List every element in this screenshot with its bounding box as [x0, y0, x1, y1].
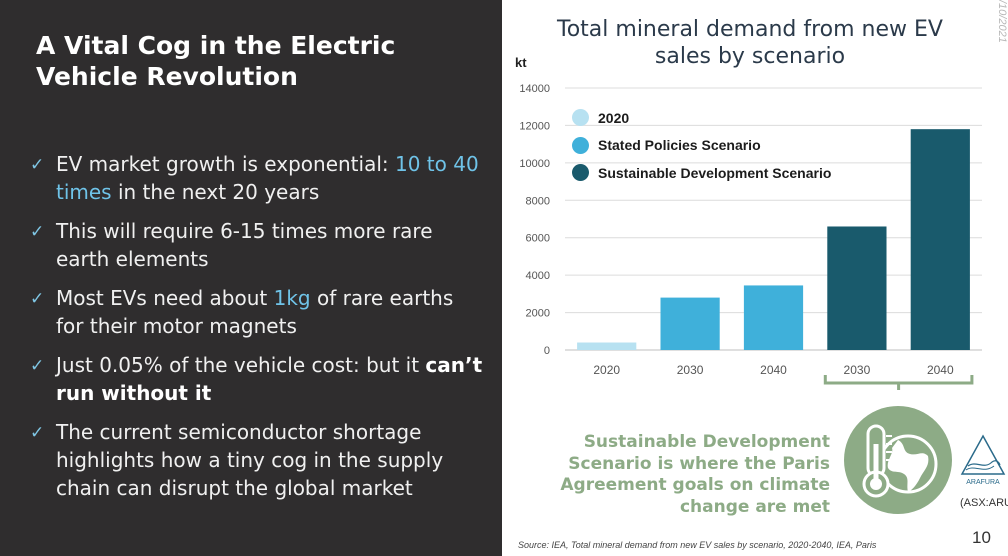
- legend-swatch: [572, 109, 589, 127]
- chart-bar: [660, 297, 720, 350]
- bullet-highlight: 1kg: [273, 286, 311, 310]
- legend-item: Stated Policies Scenario: [572, 132, 831, 160]
- x-tick-label: 2040: [760, 363, 787, 377]
- bullet-text: Most EVs need about: [56, 286, 274, 310]
- bullet-text: Just 0.05% of the vehicle cost: but it: [56, 353, 426, 377]
- y-tick-label: 6000: [526, 233, 550, 245]
- legend-item: Sustainable Development Scenario: [572, 159, 831, 187]
- logo-text: ARAFURA: [966, 479, 1000, 486]
- bullet-highlight: 10 to 40 times: [56, 152, 479, 204]
- check-icon: ✓: [30, 155, 45, 175]
- legend-swatch: [572, 136, 589, 154]
- check-icon: ✓: [30, 423, 45, 443]
- thermometer-globe-icon: [844, 406, 952, 514]
- legend-label: 2020: [598, 109, 630, 126]
- y-axis-label: kt: [515, 55, 527, 70]
- bullet-item: ✓ The current semiconductor shortage high…: [30, 418, 485, 502]
- bullet-item: ✓ EV market growth is exponential: 10 to …: [30, 150, 485, 206]
- x-tick-label: 2020: [593, 363, 620, 377]
- bullet-list: ✓ EV market growth is exponential: 10 to …: [30, 150, 485, 513]
- bullet-text: EV market growth is exponential:: [56, 152, 395, 176]
- sds-bracket: [823, 375, 974, 390]
- bullet-text: in the next 20 years: [111, 180, 320, 204]
- bullet-text: This will require 6-15 times more rare e…: [56, 219, 433, 271]
- source-note: Source: IEA, Total mineral demand from n…: [518, 540, 877, 550]
- slide-title: A Vital Cog in the Electric Vehicle Revo…: [36, 31, 396, 91]
- x-tick-label: 2040: [927, 363, 954, 377]
- chart-bar: [743, 285, 804, 350]
- ticker-label: (ASX:ARU): [960, 497, 1008, 509]
- check-icon: ✓: [30, 356, 45, 376]
- y-tick-label: 2000: [526, 308, 550, 320]
- legend-item: 2020: [572, 104, 831, 132]
- y-tick-label: 10000: [519, 158, 550, 170]
- chart-bars: [577, 129, 970, 350]
- y-tick-label: 14000: [519, 83, 550, 95]
- legend-label: Sustainable Development Scenario: [598, 164, 832, 181]
- legend-swatch: [572, 164, 589, 182]
- x-tick-label: 2030: [677, 363, 704, 377]
- bar-chart: 0 2000 4000 6000 8000 10000 12000 14000 2020 203…: [515, 55, 982, 390]
- bullet-item: ✓ This will require 6-15 times more rare …: [30, 217, 485, 273]
- chart-legend: 2020 Stated Policies Scenario Sustainable …: [572, 104, 831, 187]
- sds-note: Sustainable Development Scenario is wher…: [560, 432, 830, 517]
- check-icon: ✓: [30, 289, 45, 309]
- page-number: 10: [972, 528, 991, 547]
- chart-bar: [910, 129, 970, 350]
- x-tick-label: 2030: [844, 363, 871, 377]
- y-tick-label: 4000: [526, 270, 550, 282]
- bullet-text: of rare earths for their motor magnets: [56, 286, 454, 338]
- y-tick-label: 8000: [526, 195, 550, 207]
- left-panel: A Vital Cog in the Electric Vehicle Revo…: [0, 0, 502, 556]
- bullet-item: ✓ Most EVs need about 1kg of rare earths …: [30, 284, 485, 340]
- check-icon: ✓: [30, 222, 45, 242]
- date-tag: /10/2021: [996, 0, 1008, 43]
- bullet-text: The current semiconductor shortage highl…: [56, 420, 444, 500]
- arafura-logo-icon: ARAFURA: [960, 434, 1006, 486]
- chart-bar: [577, 342, 637, 350]
- legend-label: Stated Policies Scenario: [598, 137, 761, 154]
- y-tick-label: 0: [544, 345, 550, 357]
- chart-bar: [827, 226, 887, 350]
- chart-title: Total mineral demand from new EV sales b…: [557, 17, 943, 69]
- bullet-emphasis: can’t run without it: [56, 353, 483, 405]
- bullet-item: ✓ Just 0.05% of the vehicle cost: but it …: [30, 351, 485, 407]
- x-axis-ticks: 2020 2030 2040 2030 2040: [593, 363, 954, 377]
- y-axis-ticks: 0 2000 4000 6000 8000 10000 12000 14000: [519, 83, 550, 357]
- y-tick-label: 12000: [519, 120, 550, 132]
